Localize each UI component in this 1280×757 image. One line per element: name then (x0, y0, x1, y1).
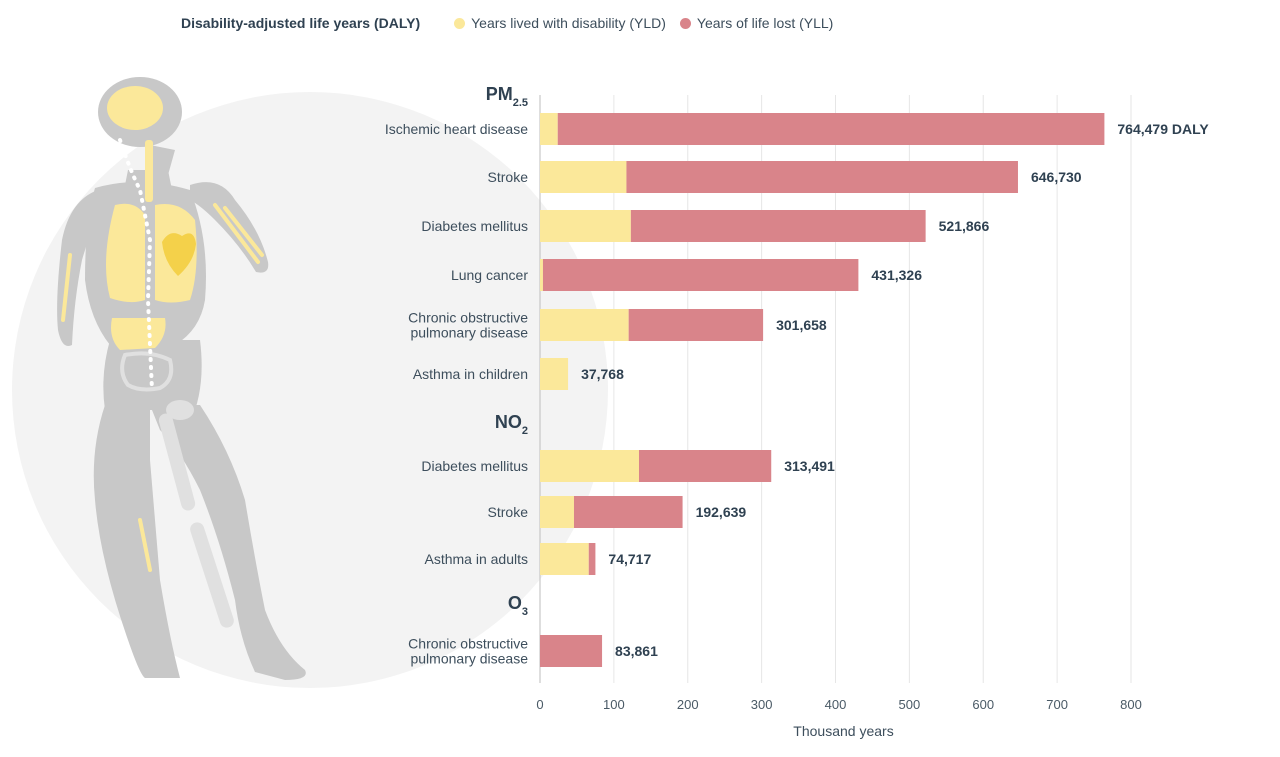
x-tick-label: 100 (603, 697, 625, 712)
skeleton-bones (158, 400, 234, 628)
bar-segment-yld (540, 259, 543, 291)
category-label: Chronic obstructive pulmonary disease (408, 310, 528, 341)
bar-segment-yll (638, 450, 772, 482)
x-tick-label: 500 (899, 697, 921, 712)
legend-item-yll: Years of life lost (YLL) (679, 15, 834, 31)
organ-outlines (106, 86, 197, 350)
bar-segment-yll (540, 635, 603, 667)
bar-segment-yld (540, 113, 558, 145)
liver (111, 318, 166, 350)
group-label: O3 (508, 593, 528, 618)
category-label: Lung cancer (451, 267, 528, 283)
x-tick-label: 300 (751, 697, 773, 712)
bar-segment-yld (540, 358, 569, 390)
x-tick-label: 200 (677, 697, 699, 712)
category-label: Diabetes mellitus (421, 218, 528, 234)
x-tick-label: 700 (1046, 697, 1068, 712)
value-label: 74,717 (608, 551, 651, 567)
left-lung (106, 203, 145, 303)
category-label: Stroke (488, 169, 529, 185)
trachea (145, 140, 153, 202)
value-label: 313,491 (784, 458, 835, 474)
heart-icon (162, 233, 196, 276)
plot-area: 0 100 200 300 400 500 600 700 800 Thousand years P… (385, 84, 1210, 739)
x-tick-label: 800 (1120, 697, 1142, 712)
legend-title: Disability-adjusted life years (DALY) (181, 15, 421, 31)
x-tick-label: 0 (536, 697, 543, 712)
group-label: PM2.5 (486, 84, 528, 109)
bar-segment-yll (542, 259, 859, 291)
bar-segment-yld (540, 309, 629, 341)
legend-item-yld: Years lived with disability (YLD) (454, 15, 666, 31)
bar-segment-yll (557, 113, 1105, 145)
bar-segment-yll (628, 309, 764, 341)
brain (107, 86, 163, 130)
value-label: 646,730 (1031, 169, 1082, 185)
value-label: 301,658 (776, 317, 827, 333)
bar-segment-yld (540, 496, 574, 528)
legend-label-yll: Years of life lost (YLL) (696, 15, 834, 31)
category-label: Chronic obstructive pulmonary disease (408, 636, 528, 667)
muscle-highlights (61, 203, 264, 572)
value-label: 192,639 (696, 504, 747, 520)
legend-label-yld: Years lived with disability (YLD) (471, 15, 666, 31)
category-label: Ischemic heart disease (385, 121, 528, 137)
category-label: Asthma in children (413, 366, 528, 382)
chart-legend: Disability-adjusted life years (DALY) Ye… (181, 13, 847, 33)
bar-segment-yld (540, 450, 639, 482)
nerve-dots (118, 138, 154, 392)
legend-swatch-yll (679, 17, 691, 29)
x-tick-label: 600 (972, 697, 994, 712)
bar-segment-yll (630, 210, 926, 242)
category-label: Stroke (488, 504, 529, 520)
group-label: NO2 (495, 412, 528, 437)
category-label: Asthma in adults (425, 551, 529, 567)
category-label: Diabetes mellitus (421, 458, 528, 474)
bar-segment-yld (540, 210, 631, 242)
x-tick-label: 400 (825, 697, 847, 712)
bar-segment-yld (540, 543, 589, 575)
bar-segment-yld (540, 161, 627, 193)
value-label: 83,861 (615, 643, 658, 659)
legend-swatch-yld (454, 17, 466, 29)
bar-segment-yll (588, 543, 596, 575)
bar-segment-yll (626, 161, 1018, 193)
value-label: 431,326 (871, 267, 922, 283)
value-label: 37,768 (581, 366, 624, 382)
x-axis-title: Thousand years (793, 723, 893, 739)
human-body-illustration (12, 77, 608, 688)
value-label: 521,866 (939, 218, 990, 234)
intestines (120, 351, 174, 392)
value-label: 764,479 DALY (1117, 121, 1209, 137)
bar-segment-yll (573, 496, 683, 528)
